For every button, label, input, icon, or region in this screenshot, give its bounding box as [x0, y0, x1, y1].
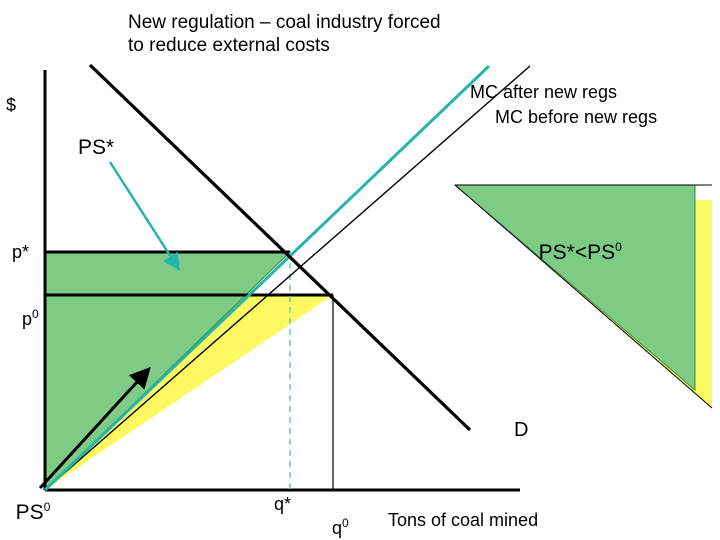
chart-title: New regulation – coal industry forced to…	[128, 12, 441, 58]
q0-label: q0	[322, 494, 349, 539]
ps0-label: PS0	[4, 475, 50, 525]
ps-star-label: PS*	[78, 135, 114, 160]
mc-after-label: MC after new regs	[470, 82, 617, 104]
p-star-label: p*	[12, 242, 29, 264]
q-star-label: q*	[274, 494, 291, 516]
d-label: D	[514, 418, 528, 442]
ps-compare-label: PS*<PS0	[527, 215, 622, 265]
y-axis-label: $	[6, 95, 16, 117]
p0-label: p0	[12, 285, 39, 330]
x-axis-label: Tons of coal mined	[388, 510, 538, 532]
mc-before-label: MC before new regs	[495, 107, 657, 129]
econ-diagram	[0, 0, 720, 540]
